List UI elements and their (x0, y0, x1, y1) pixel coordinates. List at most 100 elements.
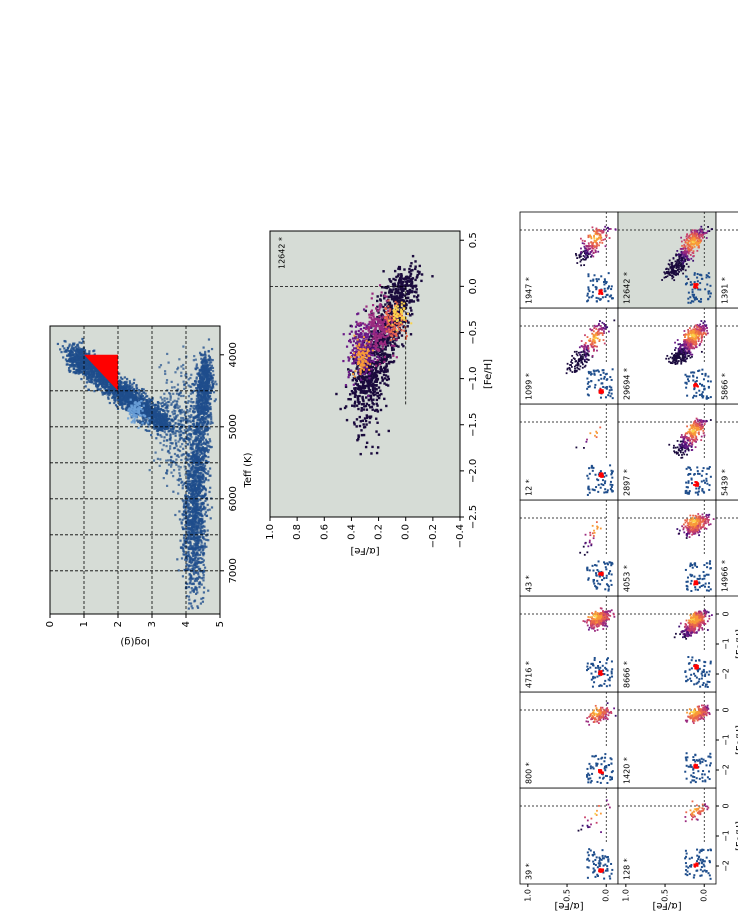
hr-density-cell (181, 453, 184, 456)
hr-density-cell (203, 399, 206, 402)
hr-density-cell (195, 415, 198, 419)
hr-density-cell (145, 395, 148, 398)
hr-density-cell (204, 354, 207, 357)
zoom-point (416, 299, 420, 302)
hr-density-cell (204, 420, 207, 423)
hr-density-cell (187, 585, 191, 589)
hr-density-cell (193, 600, 196, 603)
hr-density-cell (169, 447, 172, 450)
hr-density-cell (69, 355, 72, 358)
hr-density-cell (118, 372, 121, 375)
hr-density-cell (191, 392, 194, 395)
hr-density-cell (193, 477, 196, 480)
hr-density-cell (153, 410, 156, 413)
hr-density-cell (187, 433, 190, 436)
hr-density-cell (187, 455, 190, 458)
hr-density-cell (183, 545, 186, 548)
hr-density-cell (173, 460, 176, 464)
hr-density-cell (201, 371, 204, 374)
hr-density-cell (211, 376, 214, 379)
hr-density-cell (100, 374, 103, 377)
hr-density-cell (187, 504, 190, 507)
hr-density-cell (207, 455, 210, 459)
hr-density-cell (84, 370, 87, 373)
hr-density-cell (174, 434, 177, 437)
hr-density-cell (199, 546, 202, 549)
hr-density-cell (201, 448, 204, 451)
hr-density-cell (114, 396, 117, 399)
hr-density-cell (194, 542, 198, 545)
hr-density-cell (199, 462, 202, 466)
hr-density-cell (196, 457, 199, 460)
hr-density-cell (148, 408, 152, 412)
hr-density-cell (163, 420, 167, 423)
hr-density-cell (188, 560, 191, 563)
hr-density-cell (180, 416, 183, 420)
hr-density-cell (101, 391, 104, 394)
hr-density-cell (123, 398, 127, 401)
hr-density-cell (206, 427, 209, 430)
hr-density-cell (137, 411, 141, 414)
hr-density-cell (199, 602, 203, 605)
hr-density-cell (208, 364, 211, 367)
hr-density-cell (176, 558, 179, 561)
hr-density-cell (174, 513, 177, 517)
hr-density-cell (211, 384, 215, 387)
hr-density-cell (172, 392, 175, 395)
hr-density-cell (80, 377, 83, 381)
hr-density-cell (184, 524, 187, 527)
hr-density-cell (193, 473, 196, 477)
hr-density-cell (204, 368, 207, 371)
hr-density-cell (201, 549, 204, 552)
hr-density-cell (206, 373, 209, 377)
hr-density-cell (205, 447, 208, 450)
hr-density-cell (79, 356, 82, 360)
hr-density-cell (203, 429, 206, 432)
hr-density-cell (176, 368, 179, 371)
hr-density-cell (212, 391, 216, 394)
hr-density-cell (197, 460, 200, 463)
hr-density-cell (139, 394, 142, 397)
hr-density-cell (118, 379, 121, 382)
hr-density-cell (203, 542, 206, 545)
hr-density-cell (174, 417, 177, 420)
hr-density-cell (133, 390, 136, 393)
hr-density-cell (150, 399, 154, 402)
hr-density-cell (169, 438, 172, 442)
hr-density-cell (61, 345, 64, 348)
hr-density-cell (166, 470, 169, 473)
hr-density-cell (146, 399, 149, 402)
hr-density-cell (208, 438, 211, 441)
hr-density-cell (195, 422, 199, 425)
hr-density-cell (202, 485, 206, 488)
hr-density-cell (197, 478, 200, 481)
hr-density-cell (195, 387, 198, 390)
hr-density-cell (206, 382, 209, 386)
hr-density-cell (172, 400, 175, 404)
hr-density-cell (180, 374, 183, 378)
hr-density-cell (207, 539, 210, 542)
hr-density-cell (129, 398, 132, 401)
hr-density-cell (154, 451, 157, 454)
hr-density-cell (121, 396, 124, 399)
hr-density-cell (78, 350, 82, 353)
hr-density-cell (196, 591, 199, 594)
hr-density-cell (200, 430, 203, 434)
hr-density-cell (191, 560, 194, 564)
hr-density-cell (182, 536, 186, 540)
hr-density-cell (199, 420, 203, 423)
hr-density-cell (201, 395, 204, 398)
hr-density-cell (99, 387, 102, 390)
hr-density-cell (193, 535, 196, 538)
hr-density-cell (187, 595, 191, 598)
hr-density-cell (193, 466, 196, 470)
hr-density-cell (186, 437, 189, 441)
hr-density-cell (190, 551, 193, 555)
hr-density-cell (194, 432, 198, 435)
hr-density-cell (202, 416, 205, 419)
hr-density-cell (106, 383, 109, 386)
hr-density-cell (214, 398, 217, 401)
hr-density-cell (148, 400, 151, 403)
hr-density-cell (95, 378, 98, 381)
hr-density-cell (186, 421, 189, 424)
